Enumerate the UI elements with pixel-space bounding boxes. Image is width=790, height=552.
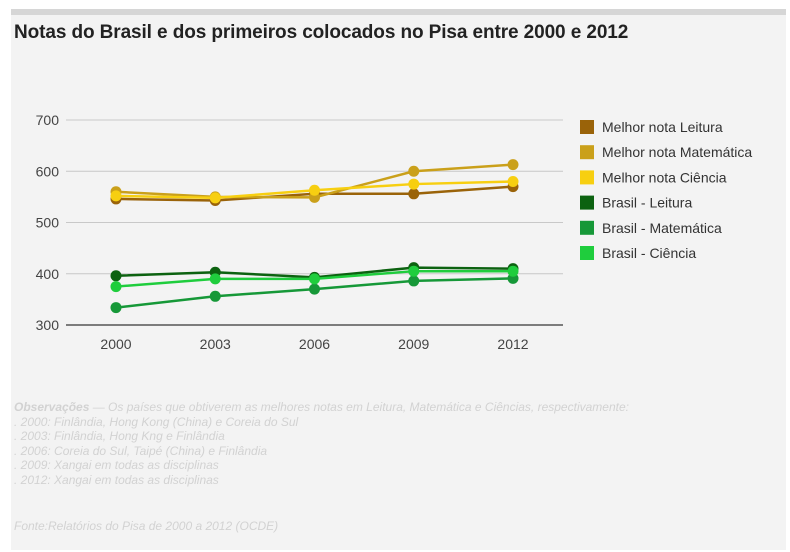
data-point — [110, 302, 122, 314]
observation-line: . 2000: Finlândia, Hong Kong (China) e C… — [14, 414, 299, 429]
data-point — [209, 273, 221, 285]
observations-note: Observações — Os países que obtiverem as… — [14, 400, 629, 488]
y-tick-label: 500 — [36, 215, 60, 231]
data-point — [110, 281, 122, 293]
legend-label: Brasil - Ciência — [602, 245, 696, 261]
observations-header-bold: Observações — [14, 400, 90, 414]
y-tick-label: 400 — [36, 266, 60, 282]
data-point — [507, 159, 519, 171]
data-point — [408, 275, 420, 287]
legend-swatch — [580, 246, 594, 260]
data-point — [408, 188, 420, 200]
x-tick-label: 2006 — [299, 336, 330, 352]
data-point — [110, 190, 122, 202]
data-point — [110, 270, 122, 282]
legend-label: Brasil - Matemática — [602, 220, 722, 236]
data-point — [507, 265, 519, 277]
observations-header: Observações — Os países que obtiverem as… — [14, 400, 629, 415]
legend-label: Melhor nota Ciência — [602, 169, 727, 185]
legend: Melhor nota Leitura Melhor nota Matemátic… — [580, 119, 752, 261]
data-point — [209, 192, 221, 204]
axes: 300 400 500 600 700 2000 2003 2006 2009 2012 — [36, 112, 563, 352]
chart-card — [11, 9, 786, 550]
y-tick-label: 700 — [36, 112, 60, 128]
legend-label: Melhor nota Matemática — [602, 144, 752, 160]
line-chart: 300 400 500 600 700 2000 2003 2006 2009 2012 Melh… — [36, 112, 753, 352]
data-point — [309, 273, 320, 285]
legend-swatch — [580, 145, 594, 160]
source-note: Fonte:Relatórios do Pisa de 2000 a 2012 … — [14, 519, 279, 533]
x-tick-label: 2009 — [398, 336, 429, 352]
legend-label: Melhor nota Leitura — [602, 119, 723, 135]
data-point — [408, 178, 420, 190]
observation-line: . 2012: Xangai em todas as disciplinas — [14, 472, 219, 487]
x-tick-label: 2012 — [497, 336, 528, 352]
data-point — [408, 265, 420, 277]
y-tick-label: 300 — [36, 317, 60, 333]
legend-swatch — [580, 120, 594, 134]
x-tick-label: 2000 — [100, 336, 131, 352]
observation-line: . 2009: Xangai em todas as disciplinas — [14, 458, 219, 473]
data-point — [309, 184, 320, 196]
series-lines — [110, 159, 519, 314]
legend-swatch — [580, 220, 594, 235]
legend-swatch — [580, 170, 594, 185]
data-point — [209, 290, 221, 302]
y-tick-label: 600 — [36, 163, 60, 179]
observation-line: . 2006: Coreia do Sul, Taipé (China) e F… — [14, 443, 268, 458]
observations-header-text: — Os países que obtiverem as melhores no… — [89, 400, 629, 414]
observation-line: . 2003: Finlândia, Hong Kng e Finlândia — [14, 429, 225, 444]
data-point — [309, 283, 320, 295]
x-tick-label: 2003 — [200, 336, 231, 352]
legend-label: Brasil - Leitura — [602, 195, 692, 211]
chart-title: Notas do Brasil e dos primeiros colocado… — [14, 22, 629, 43]
data-point — [507, 176, 519, 187]
legend-swatch — [580, 195, 594, 210]
data-point — [408, 165, 420, 177]
